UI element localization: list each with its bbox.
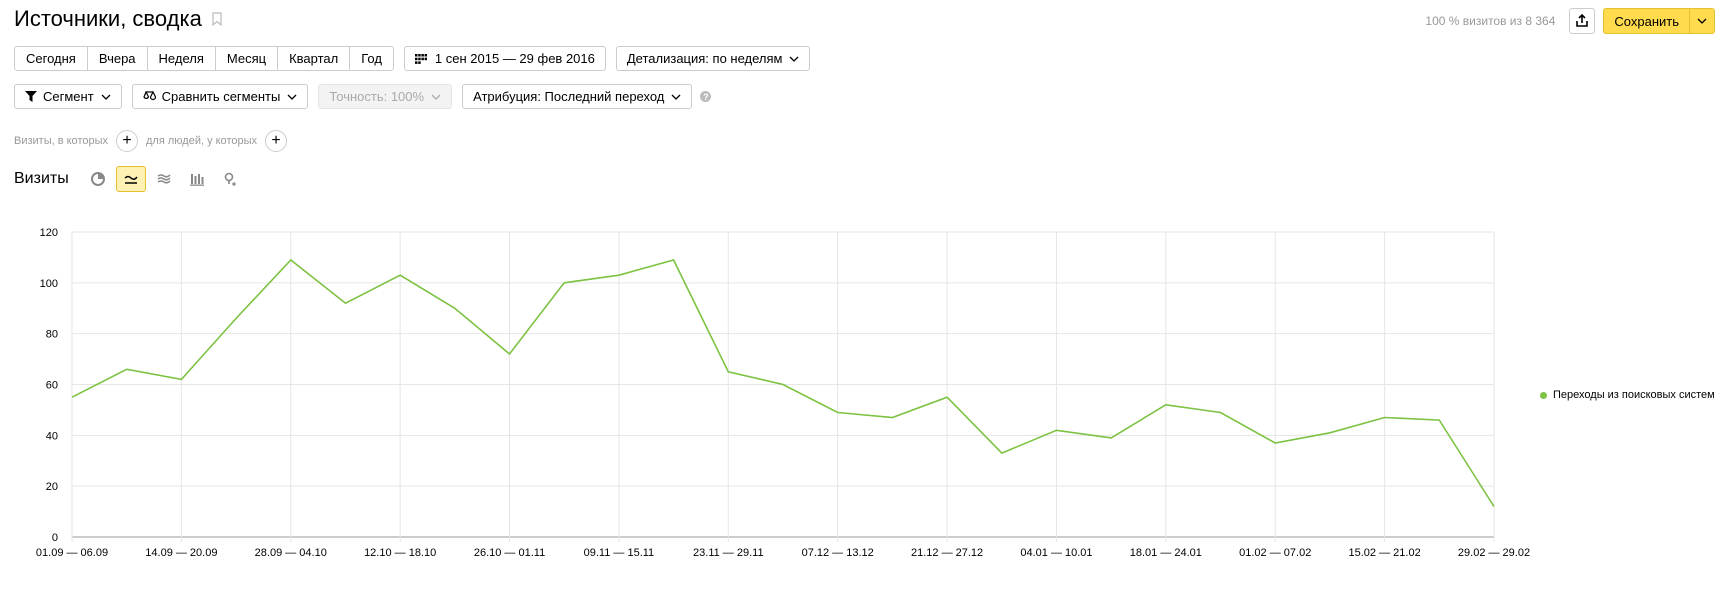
chart-type-bar[interactable] bbox=[182, 166, 212, 192]
chart-type-line[interactable] bbox=[115, 166, 146, 192]
help-icon[interactable]: ? bbox=[700, 91, 712, 102]
save-group: Сохранить bbox=[1603, 8, 1715, 34]
metric-title: Визиты bbox=[14, 170, 69, 187]
segment-label: Сегмент bbox=[43, 89, 94, 104]
x-tick-label: 04.01 — 10.01 bbox=[1020, 547, 1092, 559]
x-tick-label: 26.10 — 01.11 bbox=[474, 547, 545, 559]
line-chart-icon bbox=[124, 175, 138, 184]
y-axis-ticks: 0 20 40 60 80 100 120 bbox=[40, 227, 58, 544]
chevron-down-icon bbox=[287, 94, 297, 100]
save-menu-button[interactable] bbox=[1689, 8, 1715, 34]
legend-label: Переходы из поисковых систем bbox=[1553, 389, 1715, 401]
area-chart-icon bbox=[157, 174, 171, 184]
chart-type-pie[interactable] bbox=[83, 166, 113, 192]
filter-icon bbox=[25, 91, 37, 102]
filter-row: Сегмент Сравнить сегменты Точность: 100%… bbox=[14, 84, 712, 109]
page-title: Источники, сводка bbox=[14, 6, 202, 31]
date-range-label: 1 сен 2015 — 29 фев 2016 bbox=[434, 51, 595, 66]
series-line bbox=[71, 258, 1495, 507]
y-tick-label: 100 bbox=[40, 278, 58, 290]
period-yesterday[interactable]: Вчера bbox=[87, 47, 148, 70]
map-icon bbox=[224, 172, 236, 186]
chevron-down-icon bbox=[101, 94, 111, 100]
x-tick-label: 12.10 — 18.10 bbox=[364, 547, 436, 559]
x-tick-label: 21.12 — 27.12 bbox=[911, 547, 983, 559]
x-tick-label: 01.02 — 07.02 bbox=[1239, 547, 1311, 559]
period-month[interactable]: Месяц bbox=[215, 47, 279, 70]
period-quarter[interactable]: Квартал bbox=[278, 47, 351, 70]
accuracy-dropdown: Точность: 100% bbox=[318, 84, 453, 109]
detail-dropdown[interactable]: Детализация: по неделям bbox=[615, 46, 811, 71]
compare-segments-dropdown[interactable]: Сравнить сегменты bbox=[131, 84, 309, 109]
y-tick-label: 0 bbox=[52, 532, 58, 544]
add-visit-condition-button[interactable]: + bbox=[116, 130, 138, 152]
chevron-down-icon bbox=[431, 94, 441, 100]
title-row: Источники, сводка bbox=[14, 6, 222, 32]
x-tick-label: 07.12 — 13.12 bbox=[802, 547, 874, 559]
y-tick-label: 60 bbox=[46, 380, 58, 392]
period-week[interactable]: Неделя bbox=[147, 47, 216, 70]
bar-chart-icon bbox=[189, 173, 204, 186]
visits-info: 100 % визитов из 8 364 bbox=[1425, 14, 1556, 28]
export-icon bbox=[1576, 14, 1589, 27]
chevron-down-icon bbox=[790, 56, 799, 62]
y-tick-label: 20 bbox=[46, 481, 58, 493]
chart-type-area[interactable] bbox=[149, 166, 179, 192]
x-tick-label: 15.02 — 21.02 bbox=[1349, 547, 1421, 559]
compare-label: Сравнить сегменты bbox=[161, 89, 281, 104]
period-today[interactable]: Сегодня bbox=[15, 47, 88, 70]
condition-row: Визиты, в которых + для людей, у которых… bbox=[14, 130, 295, 152]
chart-grid bbox=[71, 231, 1495, 542]
x-tick-label: 29.02 — 29.02 bbox=[1458, 547, 1530, 559]
y-tick-label: 120 bbox=[40, 227, 58, 239]
visits-condition-label: Визиты, в которых bbox=[14, 135, 108, 147]
x-tick-label: 18.01 — 24.01 bbox=[1130, 547, 1202, 559]
detail-label: Детализация: по неделям bbox=[626, 51, 783, 66]
add-people-condition-button[interactable]: + bbox=[265, 130, 287, 152]
segment-dropdown[interactable]: Сегмент bbox=[14, 84, 122, 109]
x-tick-label: 01.09 — 06.09 bbox=[36, 547, 108, 559]
calendar-icon bbox=[414, 53, 427, 64]
plus-icon: + bbox=[271, 132, 281, 149]
export-button[interactable] bbox=[1569, 8, 1596, 34]
accuracy-label: Точность: 100% bbox=[329, 89, 425, 104]
chart-type-map[interactable] bbox=[215, 166, 245, 192]
chevron-down-icon bbox=[671, 94, 681, 100]
x-tick-label: 09.11 — 15.11 bbox=[584, 547, 655, 559]
y-tick-label: 80 bbox=[46, 329, 58, 341]
pie-chart-icon bbox=[90, 172, 105, 186]
period-selector: Сегодня Вчера Неделя Месяц Квартал Год bbox=[14, 46, 394, 71]
legend-dot bbox=[1540, 391, 1547, 399]
chart-legend: Переходы из поисковых систем bbox=[1540, 389, 1715, 401]
period-year[interactable]: Год bbox=[350, 47, 393, 70]
attribution-label: Атрибуция: Последний переход bbox=[473, 89, 665, 104]
period-row: Сегодня Вчера Неделя Месяц Квартал Год 1… bbox=[14, 46, 811, 71]
x-tick-label: 28.09 — 04.10 bbox=[255, 547, 327, 559]
bookmark-icon[interactable] bbox=[212, 12, 222, 26]
y-tick-label: 40 bbox=[46, 430, 58, 442]
metric-row: Визиты bbox=[14, 166, 248, 192]
save-button[interactable]: Сохранить bbox=[1603, 8, 1689, 34]
date-range-button[interactable]: 1 сен 2015 — 29 фев 2016 bbox=[403, 46, 606, 71]
visits-line-chart: 0 20 40 60 80 100 120 01.09 — 06.09 14.09 — 20.… bbox=[36, 227, 1530, 559]
header-actions: 100 % визитов из 8 364 Сохранить bbox=[1425, 8, 1715, 34]
x-tick-label: 23.11 — 29.11 bbox=[693, 547, 764, 559]
compare-icon bbox=[143, 91, 156, 101]
x-tick-label: 14.09 — 20.09 bbox=[145, 547, 217, 559]
people-condition-label: для людей, у которых bbox=[146, 135, 257, 147]
attribution-dropdown[interactable]: Атрибуция: Последний переход bbox=[462, 84, 693, 109]
chevron-down-icon bbox=[1697, 18, 1707, 24]
plus-icon: + bbox=[122, 132, 132, 149]
x-axis-ticks: 01.09 — 06.09 14.09 — 20.09 28.09 — 04.10 1… bbox=[36, 547, 1530, 559]
